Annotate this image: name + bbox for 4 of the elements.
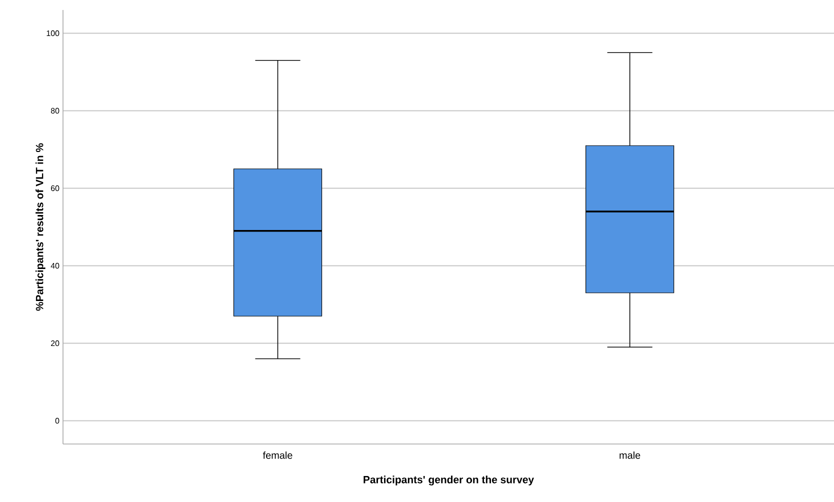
- x-tick-label: male: [620, 452, 640, 459]
- x-tick-label: female: [262, 452, 292, 459]
- y-axis-title: %Participants' results of VLT in %: [36, 143, 46, 311]
- x-axis-title: Participants' gender on the survey: [364, 476, 534, 486]
